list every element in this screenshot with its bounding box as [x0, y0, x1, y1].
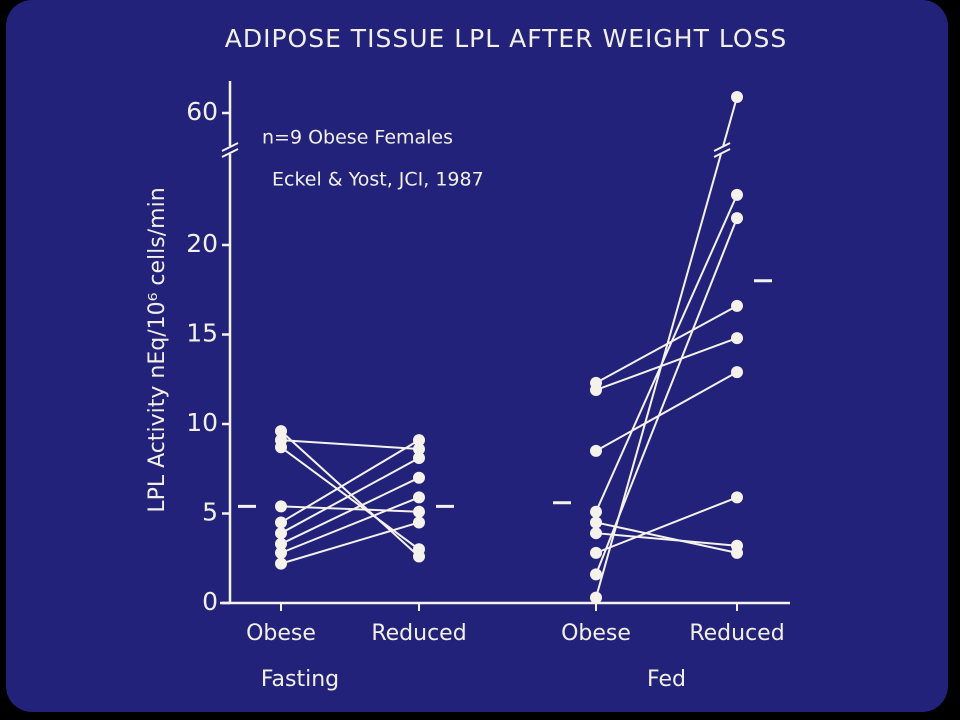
data-point [731, 299, 743, 312]
pair-line [595, 194, 738, 513]
pair-line [595, 337, 738, 391]
data-point [413, 543, 425, 556]
x-tick-label: Obese [561, 621, 631, 646]
x-tick-label: Reduced [689, 621, 784, 646]
data-point [413, 452, 425, 465]
data-point [275, 516, 287, 529]
y-tick-label: 0 [202, 587, 218, 616]
pair-line [280, 505, 420, 513]
pair-line [280, 496, 420, 554]
y-tick-label: 10 [186, 408, 218, 437]
line-break [713, 148, 731, 158]
data-point [731, 212, 743, 225]
data-point [413, 471, 425, 484]
group-label: Fed [647, 667, 686, 692]
y-tick-label: 5 [202, 498, 218, 527]
axis-break [221, 148, 239, 158]
data-point [590, 568, 602, 581]
pair-line [595, 371, 738, 452]
data-point [275, 546, 287, 559]
axis-break [220, 146, 240, 154]
data-point [731, 366, 743, 379]
pair-line [280, 439, 420, 451]
data-point [590, 505, 602, 518]
y-tick-label: 20 [186, 229, 218, 258]
pair-line [595, 521, 738, 554]
x-tick-label: Obese [246, 621, 316, 646]
data-point [275, 500, 287, 513]
data-point [590, 516, 602, 529]
data-point [731, 91, 743, 103]
data-point [413, 516, 425, 529]
group-label: Fasting [261, 667, 339, 692]
data-point [590, 527, 602, 540]
data-point [413, 505, 425, 518]
annotation: n=9 Obese Females [262, 127, 453, 149]
data-point [590, 444, 602, 457]
pair-line [280, 446, 420, 551]
annotation: Eckel & Yost, JCI, 1987 [272, 169, 484, 191]
pair-line [595, 496, 738, 554]
pair-line [280, 430, 420, 558]
pair-line [280, 439, 420, 524]
pair-line [280, 521, 420, 565]
pair-line [280, 457, 420, 535]
data-point [275, 441, 287, 454]
data-point [413, 434, 425, 447]
y-tick-label: 15 [186, 319, 218, 348]
data-point [590, 383, 602, 396]
data-point [275, 557, 287, 570]
data-point [413, 491, 425, 504]
axis-break [221, 142, 239, 152]
slide-background [6, 0, 948, 712]
y-axis-label: LPL Activity nEq/10⁶ cells/min [145, 187, 170, 512]
data-point [275, 527, 287, 540]
data-point [731, 539, 743, 552]
pair-line [280, 476, 420, 545]
data-point [413, 443, 425, 456]
data-point [275, 425, 287, 438]
line-break [712, 146, 733, 154]
data-point [590, 546, 602, 559]
chart-title: ADIPOSE TISSUE LPL AFTER WEIGHT LOSS [225, 24, 788, 53]
pair-line [595, 96, 738, 598]
data-point [731, 491, 743, 504]
pair-line [595, 532, 738, 547]
data-point [731, 188, 743, 201]
line-break [713, 142, 731, 152]
y-tick-label: 60 [186, 97, 218, 126]
data-point [731, 332, 743, 345]
data-point [275, 537, 287, 550]
data-point [590, 591, 602, 604]
x-tick-label: Reduced [371, 621, 466, 646]
